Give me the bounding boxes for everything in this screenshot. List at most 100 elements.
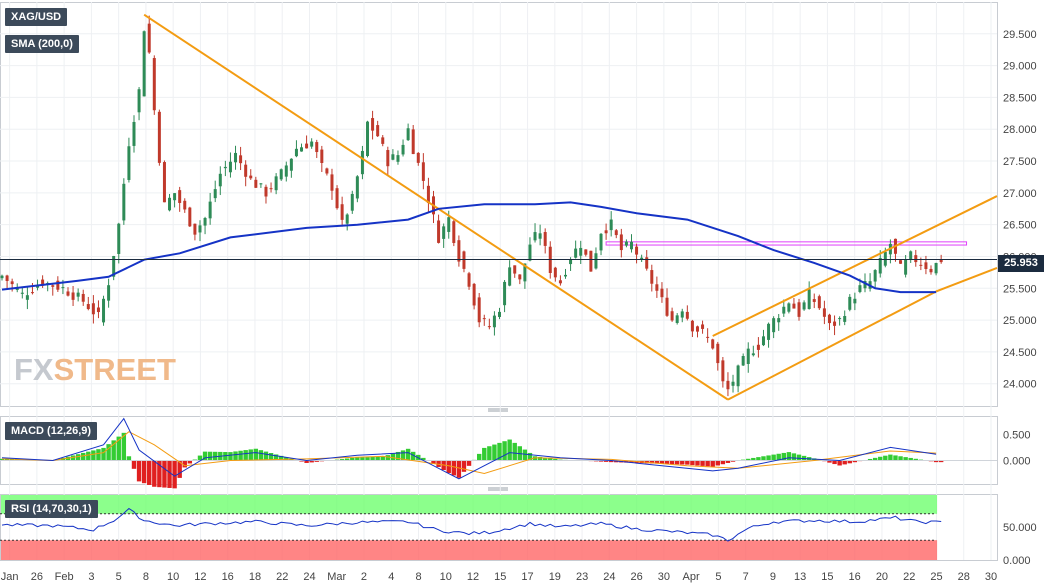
macd-hist-bar bbox=[273, 454, 279, 461]
candle-body bbox=[538, 233, 542, 239]
macd-hist-bar bbox=[466, 460, 472, 466]
x-tick-label: 15 bbox=[494, 571, 506, 583]
trendline-1 bbox=[727, 290, 937, 401]
candle-body bbox=[223, 166, 227, 169]
price-tick-label: 27.500 bbox=[1003, 156, 1037, 168]
candle-body bbox=[503, 281, 507, 306]
macd-hist-bar bbox=[527, 452, 533, 461]
trendline-3 bbox=[712, 195, 998, 337]
macd-hist-bar bbox=[659, 460, 665, 464]
macd-hist-bar bbox=[664, 460, 670, 464]
macd-hist-bar bbox=[182, 460, 187, 468]
x-tick-label: 17 bbox=[521, 571, 533, 583]
macd-hist-bar bbox=[228, 452, 233, 461]
last-price-badge: 25.953 bbox=[998, 255, 1044, 272]
candle-body bbox=[315, 142, 319, 153]
candle-body bbox=[310, 141, 314, 147]
candle-body bbox=[5, 275, 9, 281]
candle-body bbox=[142, 31, 146, 97]
candle-body bbox=[0, 275, 4, 279]
candle-body bbox=[396, 155, 400, 162]
candle-body bbox=[508, 267, 512, 286]
candle-body bbox=[523, 263, 527, 282]
candle-body bbox=[675, 315, 679, 323]
candle-body bbox=[457, 240, 461, 262]
x-tick-label: 24 bbox=[303, 571, 315, 583]
macd-hist-bar bbox=[685, 460, 690, 465]
macd-hist-bar bbox=[410, 451, 416, 461]
candle-body bbox=[437, 220, 441, 243]
macd-hist-bar bbox=[786, 452, 792, 461]
macd-hist-bar bbox=[553, 458, 558, 461]
macd-tick-label: 0.500 bbox=[1003, 429, 1031, 441]
candle-body bbox=[767, 323, 771, 340]
x-tick-label: 15 bbox=[821, 571, 833, 583]
macd-hist-bar bbox=[233, 451, 238, 461]
candle-body bbox=[447, 217, 451, 232]
x-tick-label: 8 bbox=[143, 571, 149, 583]
x-tick-label: 10 bbox=[440, 571, 452, 583]
candle-body bbox=[406, 128, 410, 141]
candle-body bbox=[112, 255, 116, 277]
macd-hist-bar bbox=[766, 455, 771, 461]
candle-body bbox=[371, 118, 375, 131]
macd-hist-bar bbox=[279, 455, 284, 461]
macd-hist-bar bbox=[141, 460, 147, 484]
candle-body bbox=[198, 225, 202, 233]
candle-body bbox=[107, 285, 111, 301]
candle-body bbox=[234, 152, 238, 163]
macd-hist-bar bbox=[456, 460, 462, 478]
macd-hist-bar bbox=[715, 460, 720, 466]
candle-body bbox=[122, 183, 126, 221]
candle-body bbox=[624, 241, 628, 246]
x-tick-label: 13 bbox=[794, 571, 806, 583]
candle-body bbox=[289, 158, 293, 171]
candle-body bbox=[330, 174, 334, 191]
candle-body bbox=[416, 152, 420, 163]
candle-body bbox=[20, 292, 24, 294]
candle-body bbox=[320, 149, 324, 163]
candle-body bbox=[492, 315, 496, 328]
x-tick-label: Mar bbox=[327, 571, 346, 583]
x-tick-label: 24 bbox=[603, 571, 615, 583]
macd-hist-bar bbox=[872, 457, 878, 461]
candle-body bbox=[132, 121, 136, 146]
macd-hist-bar bbox=[197, 455, 203, 461]
sma-indicator-label: SMA (200,0) bbox=[5, 35, 79, 53]
candle-body bbox=[660, 288, 664, 298]
macd-hist-bar bbox=[365, 457, 370, 461]
candle-body bbox=[401, 144, 405, 155]
macd-hist-bar bbox=[360, 457, 365, 461]
macd-hist-bar bbox=[482, 447, 487, 461]
macd-hist-bar bbox=[598, 460, 604, 462]
macd-hist-bar bbox=[903, 457, 908, 461]
candle-body bbox=[325, 168, 329, 174]
candle-body bbox=[736, 365, 740, 387]
candle-body bbox=[239, 155, 243, 164]
candle-body bbox=[914, 255, 918, 263]
candle-body bbox=[518, 274, 522, 280]
x-tick-label: 12 bbox=[467, 571, 479, 583]
macd-hist-bar bbox=[106, 444, 111, 461]
candle-body bbox=[228, 161, 232, 173]
candle-body bbox=[533, 232, 537, 241]
candle-body bbox=[756, 344, 760, 350]
macd-hist-bar bbox=[355, 457, 360, 461]
macd-hist-bar bbox=[842, 460, 847, 465]
candle-body bbox=[96, 307, 100, 313]
candle-body bbox=[452, 221, 456, 243]
candle-body bbox=[25, 295, 29, 300]
candle-body bbox=[360, 150, 364, 175]
candle-body bbox=[838, 318, 842, 320]
macd-hist-bar bbox=[309, 460, 314, 463]
price-tick-label: 25.500 bbox=[1003, 283, 1037, 295]
macd-hist-bar bbox=[75, 454, 81, 461]
candle-body bbox=[487, 326, 491, 328]
candle-body bbox=[680, 311, 684, 318]
candle-body bbox=[812, 299, 816, 302]
candle-body bbox=[178, 190, 182, 203]
x-tick-label: 9 bbox=[770, 571, 776, 583]
macd-hist-bar bbox=[101, 447, 106, 461]
candle-body bbox=[467, 273, 471, 287]
macd-hist-bar bbox=[131, 460, 137, 469]
